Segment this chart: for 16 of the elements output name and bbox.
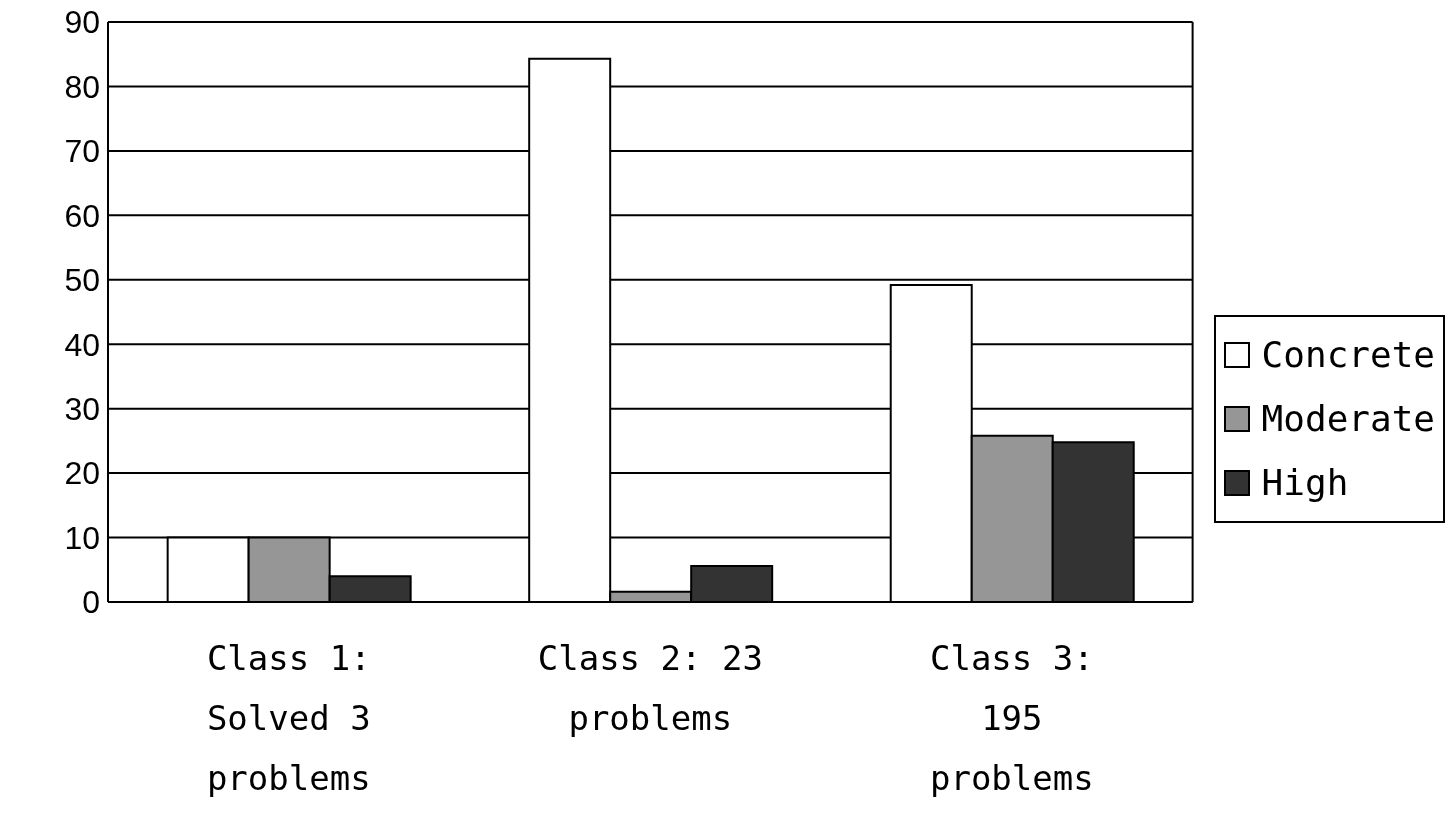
y-tick-label: 10 (64, 519, 100, 556)
y-tick-label: 30 (64, 391, 100, 428)
legend-label: Concrete (1261, 334, 1435, 375)
y-tick-label: 90 (64, 4, 100, 41)
legend-label: High (1261, 462, 1349, 503)
y-tick-label: 50 (64, 262, 100, 299)
y-tick-label: 60 (64, 197, 100, 234)
x-tick-label: Class 2: 23 problems (537, 638, 763, 738)
y-tick-label: 70 (64, 133, 100, 170)
y-tick-label: 40 (64, 326, 100, 363)
y-tick-label: 0 (82, 584, 100, 621)
legend-label: Moderate (1261, 398, 1435, 439)
x-tick-label: Class 3: 195 problems (929, 638, 1094, 798)
y-tick-label: 80 (64, 68, 100, 105)
y-tick-label: 20 (64, 455, 100, 492)
x-tick-label: Class 1: Solved 3 problems (206, 638, 371, 798)
